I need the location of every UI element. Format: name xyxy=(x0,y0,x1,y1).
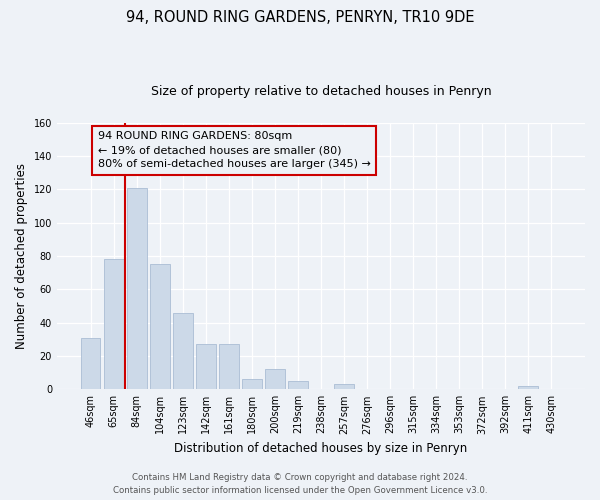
Text: Contains HM Land Registry data © Crown copyright and database right 2024.
Contai: Contains HM Land Registry data © Crown c… xyxy=(113,474,487,495)
Bar xyxy=(173,312,193,390)
Bar xyxy=(81,338,100,390)
Bar xyxy=(288,381,308,390)
Bar xyxy=(219,344,239,390)
Bar xyxy=(196,344,215,390)
Bar xyxy=(334,384,354,390)
Bar xyxy=(242,380,262,390)
Bar xyxy=(150,264,170,390)
Bar xyxy=(104,260,124,390)
Text: 94 ROUND RING GARDENS: 80sqm
← 19% of detached houses are smaller (80)
80% of se: 94 ROUND RING GARDENS: 80sqm ← 19% of de… xyxy=(98,131,370,169)
Bar xyxy=(127,188,146,390)
Bar xyxy=(265,370,284,390)
Bar xyxy=(518,386,538,390)
X-axis label: Distribution of detached houses by size in Penryn: Distribution of detached houses by size … xyxy=(175,442,467,455)
Y-axis label: Number of detached properties: Number of detached properties xyxy=(15,163,28,349)
Text: 94, ROUND RING GARDENS, PENRYN, TR10 9DE: 94, ROUND RING GARDENS, PENRYN, TR10 9DE xyxy=(126,10,474,25)
Title: Size of property relative to detached houses in Penryn: Size of property relative to detached ho… xyxy=(151,85,491,98)
